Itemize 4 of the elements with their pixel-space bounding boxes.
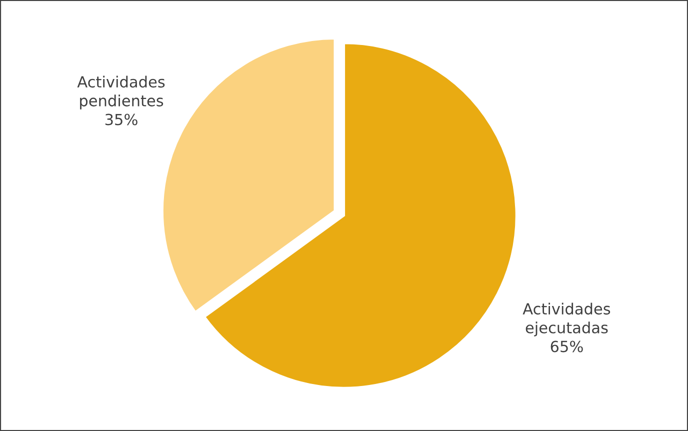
data-label: 35% — [105, 114, 138, 126]
slice-label: Actividades ejecutadas — [522, 302, 610, 336]
data-label: 65% — [550, 340, 583, 352]
slice-label: Actividades pendientes — [77, 76, 165, 110]
